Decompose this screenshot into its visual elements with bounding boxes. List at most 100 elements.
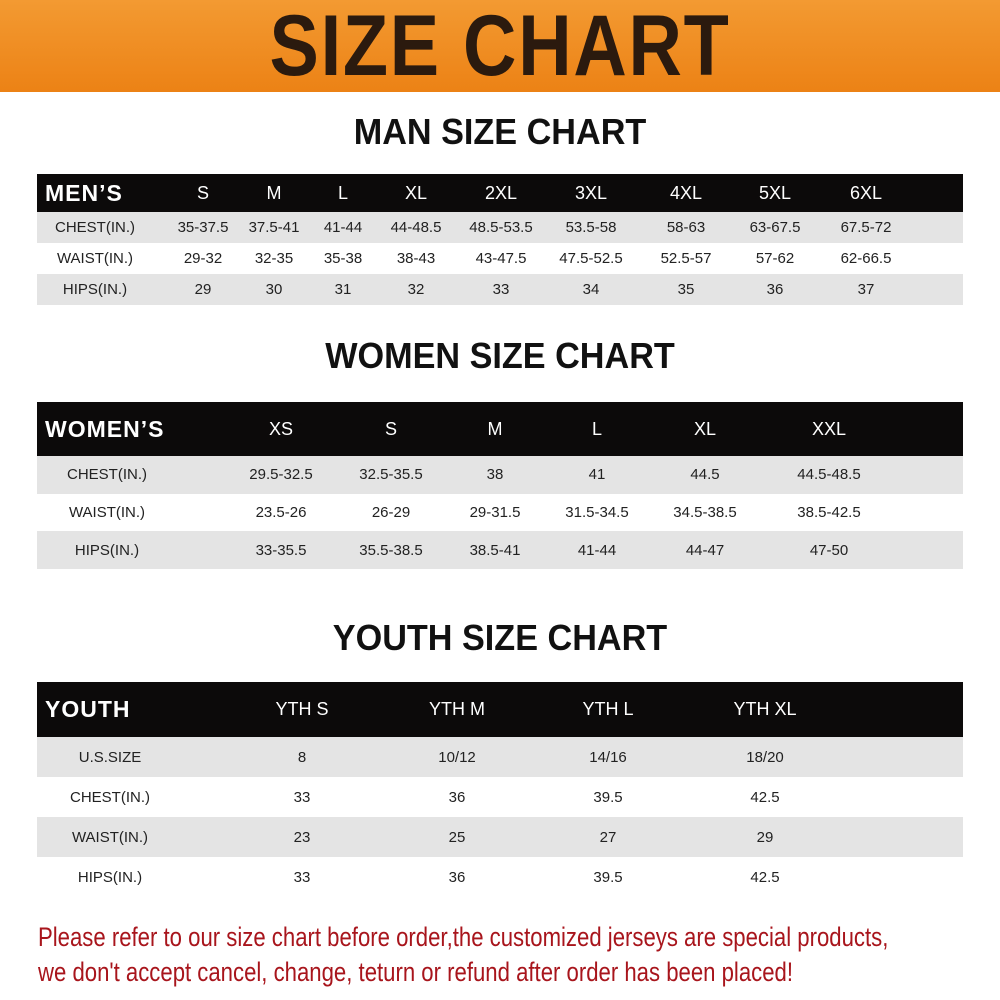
table-cell: 57-62 [755,250,795,267]
size-header: 3XL [574,182,608,203]
table-cell: 43-47.5 [475,250,527,267]
table-cell: 41-44 [323,219,363,236]
table-cell: 39.5 [593,788,623,806]
table-cell: 33 [492,281,510,298]
table-cell: 44.5-48.5 [797,466,861,484]
table-cell: 8 [297,748,307,766]
table-cell: 41 [588,466,606,484]
measurement-label: HIPS(IN.) [62,281,128,298]
table-cell: 44-47 [685,541,725,559]
women-heading: WOMEN SIZE CHART [325,335,675,376]
size-header: YTH XL [733,699,797,719]
notice-line-2: we don't accept cancel, change, teturn o… [38,957,794,987]
table-cell: 48.5-53.5 [469,219,533,236]
table-category-label: MEN’S [45,179,123,206]
size-header: XXL [811,418,847,439]
table-cell: 42.5 [750,868,780,886]
table-header-row: YOUTH YTH S YTH M YTH L YTH XL [37,682,963,737]
table-cell: 38.5-41 [469,541,521,559]
table-cell: 23.5-26 [255,504,307,522]
size-header: 4XL [669,182,703,203]
table-cell: 36 [766,281,784,298]
table-cell: 35-37.5 [177,219,229,236]
table-row: HIPS(IN.) 29 30 31 32 33 34 35 36 37 [37,274,963,305]
table-cell: 29-31.5 [469,504,521,522]
measurement-label: HIPS(IN.) [77,868,143,886]
table-row: WAIST(IN.) 23.5-26 26-29 29-31.5 31.5-34.5 34… [37,493,963,532]
men-heading: MAN SIZE CHART [353,111,647,152]
size-header: 2XL [484,182,518,203]
table-cell: 67.5-72 [840,219,892,236]
table-cell: 33 [293,788,311,806]
table-cell: 36 [448,868,466,886]
table-cell: 63-67.5 [749,219,801,236]
table-cell: 29.5-32.5 [249,466,313,484]
table-cell: 30 [265,281,283,298]
table-cell: 36 [448,788,466,806]
table-cell: 31 [334,281,352,298]
table-cell: 38.5-42.5 [797,504,861,522]
table-cell: 23 [293,828,311,846]
table-row: CHEST(IN.) 33 36 39.5 42.5 [37,777,963,817]
table-cell: 31.5-34.5 [565,504,629,522]
measurement-label: HIPS(IN.) [74,541,140,559]
size-header: 6XL [849,182,883,203]
size-header: XS [268,418,294,439]
table-cell: 29 [756,828,774,846]
measurement-label: U.S.SIZE [78,748,142,766]
table-cell: 34.5-38.5 [673,504,737,522]
table-row: CHEST(IN.) 35-37.5 37.5-41 41-44 44-48.5 48.5… [37,212,963,243]
table-cell: 14/16 [589,748,627,766]
table-cell: 33-35.5 [255,541,307,559]
table-category-label: WOMEN’S [45,415,165,442]
measurement-label: WAIST(IN.) [56,250,134,267]
table-cell: 44.5 [690,466,720,484]
table-cell: 26-29 [371,504,411,522]
table-cell: 25 [448,828,466,846]
page-title: SIZE CHART [269,0,731,94]
table-cell: 41-44 [577,541,617,559]
size-header: YTH M [429,699,485,719]
table-row: HIPS(IN.) 33-35.5 35.5-38.5 38.5-41 41-44 44-… [37,531,963,570]
table-cell: 39.5 [593,868,623,886]
table-cell: 42.5 [750,788,780,806]
size-header: M [266,182,282,203]
table-cell: 32 [407,281,425,298]
table-cell: 38-43 [396,250,436,267]
youth-heading: YOUTH SIZE CHART [332,617,668,658]
size-header: L [337,182,349,203]
table-cell: 52.5-57 [660,250,712,267]
table-cell: 47-50 [809,541,849,559]
table-cell: 10/12 [438,748,476,766]
table-cell: 47.5-52.5 [559,250,623,267]
table-cell: 18/20 [746,748,784,766]
measurement-label: WAIST(IN.) [68,504,146,522]
table-cell: 37.5-41 [248,219,300,236]
table-header-row: MEN’S S M L XL 2XL 3XL 4XL 5XL 6XL [37,174,963,212]
table-cell: 62-66.5 [840,250,892,267]
table-cell: 35-38 [323,250,363,267]
table-row: WAIST(IN.) 23 25 27 29 [37,817,963,857]
size-header: S [384,418,398,439]
table-cell: 37 [857,281,875,298]
table-cell: 29 [194,281,212,298]
size-header: 5XL [758,182,792,203]
table-row: WAIST(IN.) 29-32 32-35 35-38 38-43 43-47.5 47.… [37,243,963,274]
table-cell: 58-63 [666,219,706,236]
table-cell: 35 [677,281,695,298]
table-cell: 32-35 [254,250,294,267]
table-row: HIPS(IN.) 33 36 39.5 42.5 [37,857,963,897]
measurement-label: CHEST(IN.) [67,466,147,484]
table-cell: 44-48.5 [390,219,442,236]
table-row: U.S.SIZE 8 10/12 14/16 18/20 [37,737,963,777]
size-header: L [591,418,603,439]
table-cell: 38 [486,466,504,484]
table-cell: 35.5-38.5 [359,541,423,559]
table-cell: 32.5-35.5 [359,466,423,484]
measurement-label: WAIST(IN.) [71,828,149,846]
size-header: XL [404,182,428,203]
measurement-label: CHEST(IN.) [55,219,135,236]
size-header: YTH L [582,699,634,719]
table-cell: 53.5-58 [565,219,617,236]
size-header: YTH S [275,699,329,719]
